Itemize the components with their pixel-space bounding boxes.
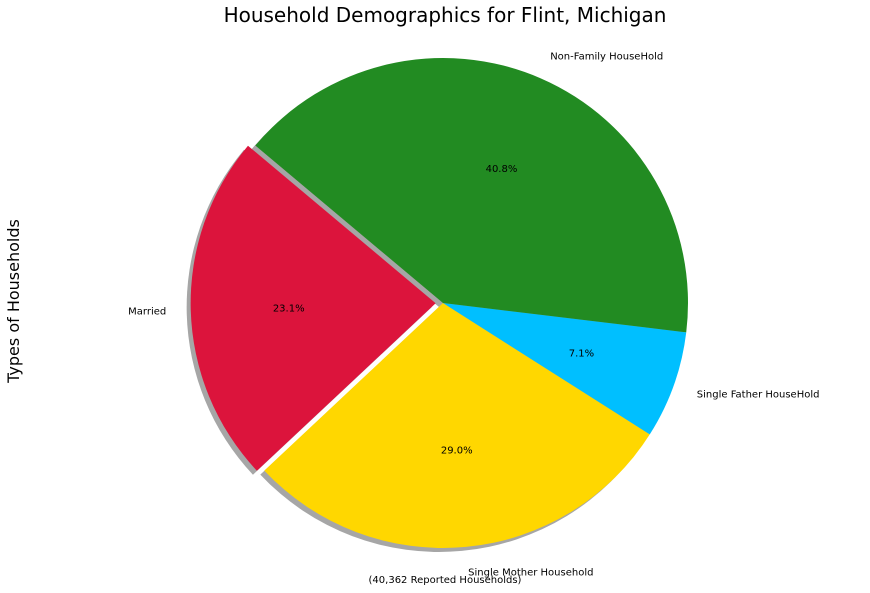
pie-labels: 23.1% Married 29.0% Single Mother Household… — [128, 52, 819, 579]
y-axis-label: Types of Households — [4, 219, 23, 384]
chart-title: Household Demographics for Flint, Michig… — [224, 3, 667, 27]
pct-label-non-family-household: 40.8% — [486, 164, 518, 175]
slice-label-married: Married — [128, 307, 166, 318]
pct-label-single-mother-household: 29.0% — [441, 445, 473, 456]
slice-single-mother-household — [264, 303, 650, 549]
slice-label-single-mother-household: Single Mother Household — [468, 567, 593, 578]
pct-label-married: 23.1% — [273, 303, 305, 314]
slice-label-single-father-household: Single Father HouseHold — [697, 390, 820, 401]
pie-slices — [190, 58, 688, 549]
slice-label-non-family-household: Non-Family HouseHold — [550, 52, 663, 63]
pct-label-single-father-household: 7.1% — [569, 348, 594, 359]
slice-married — [190, 145, 436, 471]
slice-non-family-household — [255, 58, 688, 333]
x-axis-label: (40,362 Reported Households) — [369, 575, 522, 586]
slice-single-father-household — [443, 303, 687, 435]
